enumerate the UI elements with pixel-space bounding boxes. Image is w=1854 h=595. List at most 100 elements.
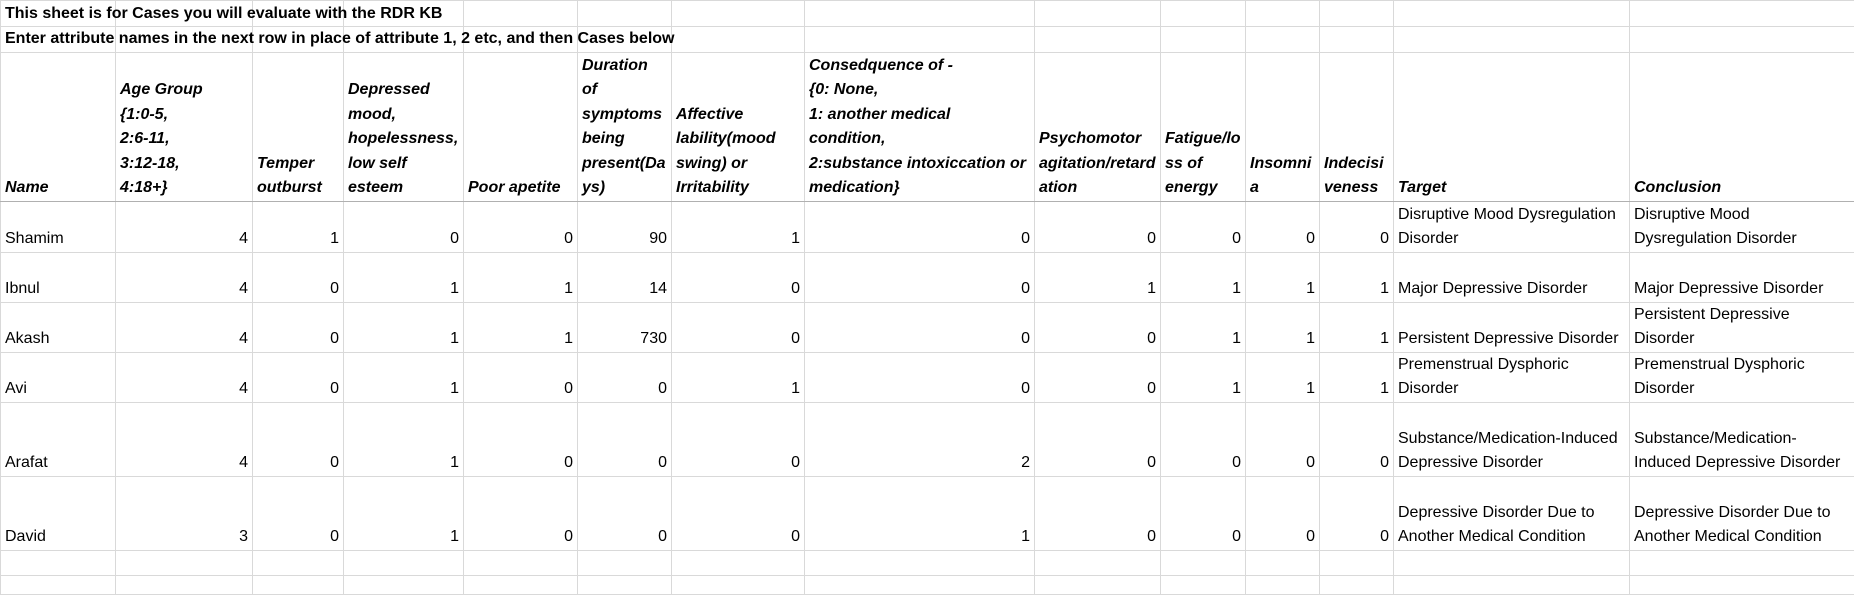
empty-cell[interactable] (344, 550, 464, 575)
empty-cell[interactable] (1246, 1, 1320, 27)
cell[interactable]: 0 (805, 352, 1035, 402)
cell[interactable]: 0 (1161, 476, 1246, 550)
cell[interactable]: 0 (253, 302, 344, 352)
empty-cell[interactable] (805, 1, 1035, 27)
cell[interactable]: Target (1394, 52, 1630, 201)
cell[interactable]: Fatigue/loss of energy (1161, 52, 1246, 201)
empty-cell[interactable] (1, 550, 116, 575)
cell[interactable]: 0 (1161, 402, 1246, 476)
cell[interactable]: 0 (1035, 201, 1161, 252)
cell[interactable]: 1 (1246, 352, 1320, 402)
cell[interactable]: 1 (464, 302, 578, 352)
cell[interactable]: 0 (464, 476, 578, 550)
empty-cell[interactable] (1320, 550, 1394, 575)
cell[interactable]: 0 (1035, 476, 1161, 550)
cell[interactable]: Poor apetite (464, 52, 578, 201)
cell[interactable]: 0 (253, 402, 344, 476)
empty-cell[interactable] (1630, 575, 1854, 594)
empty-cell[interactable] (464, 1, 578, 27)
cell[interactable]: Akash (1, 302, 116, 352)
cell[interactable]: Temper outburst (253, 52, 344, 201)
cell[interactable]: 1 (1246, 252, 1320, 302)
cell[interactable]: 1 (1161, 252, 1246, 302)
empty-cell[interactable] (672, 550, 805, 575)
empty-cell[interactable] (1035, 575, 1161, 594)
cell[interactable]: 0 (1320, 402, 1394, 476)
empty-cell[interactable] (1394, 1, 1630, 27)
empty-cell[interactable] (1035, 550, 1161, 575)
cell[interactable]: 0 (464, 402, 578, 476)
cell[interactable]: This sheet is for Cases you will evaluat… (1, 1, 116, 27)
cell[interactable]: 4 (116, 302, 253, 352)
cell[interactable]: 0 (253, 352, 344, 402)
empty-cell[interactable] (1246, 27, 1320, 53)
cell[interactable]: Shamim (1, 201, 116, 252)
cell[interactable]: 0 (464, 201, 578, 252)
empty-cell[interactable] (116, 575, 253, 594)
cell[interactable]: 4 (116, 201, 253, 252)
empty-cell[interactable] (1394, 575, 1630, 594)
cell[interactable]: Major Depressive Disorder (1394, 252, 1630, 302)
empty-cell[interactable] (1, 575, 116, 594)
cell[interactable]: Premenstrual Dysphoric Disorder (1630, 352, 1854, 402)
cell[interactable]: 1 (805, 476, 1035, 550)
empty-cell[interactable] (1320, 575, 1394, 594)
cell[interactable]: Depressive Disorder Due to Another Medic… (1630, 476, 1854, 550)
cell[interactable]: 0 (578, 476, 672, 550)
empty-cell[interactable] (1630, 550, 1854, 575)
cell[interactable]: Indecisiveness (1320, 52, 1394, 201)
cell[interactable]: 4 (116, 252, 253, 302)
empty-cell[interactable] (1394, 550, 1630, 575)
cell[interactable]: 0 (672, 476, 805, 550)
cell[interactable]: Duration of symptoms being present(Days) (578, 52, 672, 201)
cell[interactable]: 0 (1246, 476, 1320, 550)
cell[interactable]: 1 (1320, 302, 1394, 352)
cell[interactable]: 0 (578, 402, 672, 476)
cell[interactable]: Substance/Medication-Induced Depressive … (1630, 402, 1854, 476)
cell[interactable]: 1 (344, 402, 464, 476)
empty-cell[interactable] (464, 550, 578, 575)
empty-cell[interactable] (1320, 27, 1394, 53)
cell[interactable]: Conclusion (1630, 52, 1854, 201)
cell[interactable]: 1 (1320, 352, 1394, 402)
cell[interactable]: Persistent Depressive Disorder (1394, 302, 1630, 352)
empty-cell[interactable] (805, 575, 1035, 594)
empty-cell[interactable] (1246, 550, 1320, 575)
empty-cell[interactable] (1320, 1, 1394, 27)
empty-cell[interactable] (1035, 1, 1161, 27)
cell[interactable]: Substance/Medication-Induced Depressive … (1394, 402, 1630, 476)
cell[interactable]: 0 (1035, 352, 1161, 402)
cell[interactable]: Disruptive Mood Dysregulation Disorder (1394, 201, 1630, 252)
cell[interactable]: 1 (1035, 252, 1161, 302)
cell[interactable]: 0 (1320, 201, 1394, 252)
cell[interactable]: 2 (805, 402, 1035, 476)
empty-cell[interactable] (672, 1, 805, 27)
cell[interactable]: Age Group {1:0-5, 2:6-11, 3:12-18, 4:18+… (116, 52, 253, 201)
cell[interactable]: 0 (805, 252, 1035, 302)
cell[interactable]: 14 (578, 252, 672, 302)
empty-cell[interactable] (116, 550, 253, 575)
cell[interactable]: 0 (578, 352, 672, 402)
cell[interactable]: 1 (1161, 302, 1246, 352)
cell[interactable]: 1 (672, 201, 805, 252)
cell[interactable]: 1 (253, 201, 344, 252)
cell[interactable]: 1 (1161, 352, 1246, 402)
cell[interactable]: 0 (1035, 402, 1161, 476)
cell[interactable]: 0 (1320, 476, 1394, 550)
empty-cell[interactable] (1630, 27, 1854, 53)
empty-cell[interactable] (253, 550, 344, 575)
cell[interactable]: Arafat (1, 402, 116, 476)
cell[interactable]: 0 (805, 302, 1035, 352)
cell[interactable]: 90 (578, 201, 672, 252)
empty-cell[interactable] (464, 575, 578, 594)
empty-cell[interactable] (578, 575, 672, 594)
cell[interactable]: Premenstrual Dysphoric Disorder (1394, 352, 1630, 402)
empty-cell[interactable] (1394, 27, 1630, 53)
cell[interactable]: 0 (1246, 402, 1320, 476)
cell[interactable]: Avi (1, 352, 116, 402)
cell[interactable]: 4 (116, 352, 253, 402)
cell[interactable]: 0 (344, 201, 464, 252)
cell[interactable]: Ibnul (1, 252, 116, 302)
cell[interactable]: 1 (464, 252, 578, 302)
cell[interactable]: 0 (1035, 302, 1161, 352)
